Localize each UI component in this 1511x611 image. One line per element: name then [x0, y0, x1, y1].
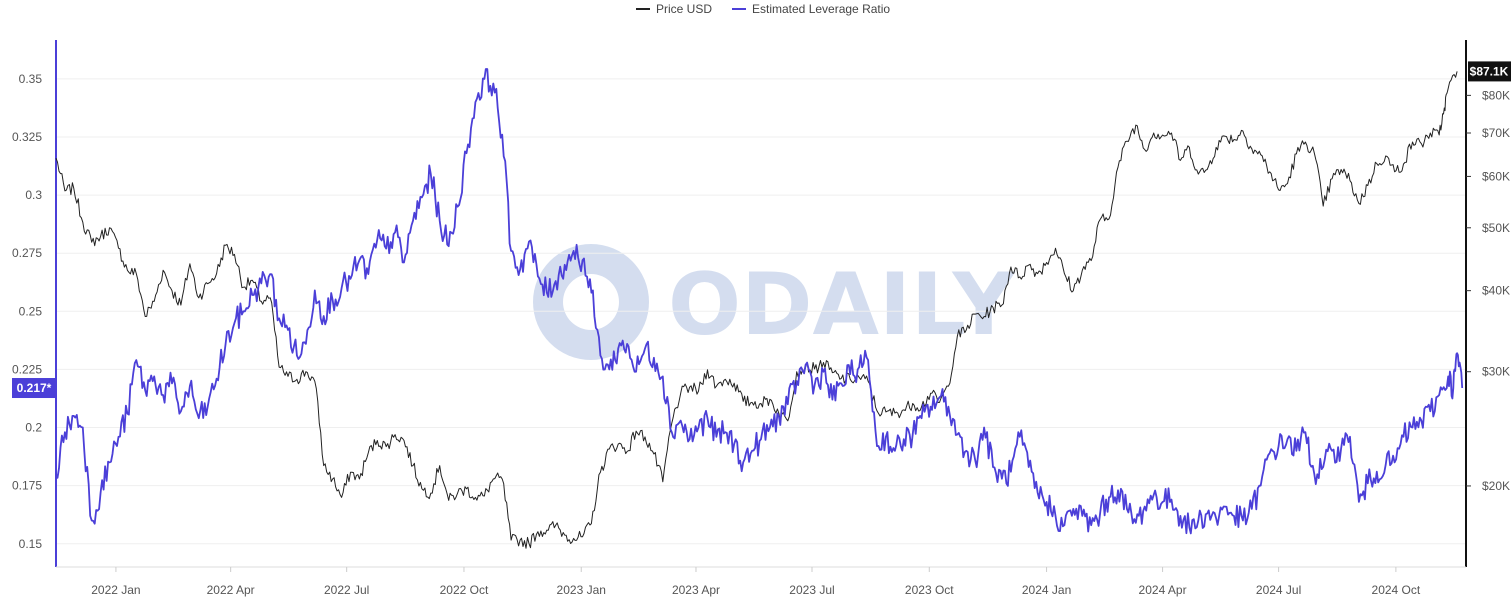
x-tick-label: 2024 Oct	[1372, 583, 1421, 597]
right-tick-label: $20K	[1482, 479, 1510, 493]
left-tick-label: 0.35	[19, 72, 43, 86]
right-tick-label: $30K	[1482, 365, 1510, 379]
price-current-label: $87.1K	[1470, 64, 1509, 78]
leverage-current-label: 0.217*	[17, 381, 52, 395]
legend[interactable]: Price USD Estimated Leverage Ratio	[636, 2, 890, 16]
left-tick-label: 0.325	[12, 130, 42, 144]
price-usd-line	[55, 71, 1458, 549]
grid	[56, 78, 1466, 545]
x-tick-label: 2022 Jan	[91, 583, 140, 597]
right-tick-label: $40K	[1482, 284, 1510, 298]
x-tick-label: 2024 Apr	[1139, 583, 1187, 597]
left-tick-label: 0.2	[25, 421, 42, 435]
right-tick-label: $80K	[1482, 88, 1510, 102]
legend-label: Estimated Leverage Ratio	[752, 2, 890, 16]
x-tick-label: 2023 Oct	[905, 583, 954, 597]
price-current-badge	[1468, 61, 1511, 82]
legend-item-price-usd[interactable]: Price USD	[636, 2, 712, 16]
left-tick-label: 0.15	[19, 537, 43, 551]
x-tick-label: 2024 Jan	[1022, 583, 1071, 597]
series-layer	[55, 68, 1464, 549]
x-axis-ticks: 2022 Jan 2022 Apr 2022 Jul 2022 Oct 2023 Jan…	[91, 567, 1421, 597]
axes	[55, 40, 1467, 568]
leverage-current-badge	[12, 378, 56, 399]
x-tick-label: 2022 Apr	[207, 583, 255, 597]
x-tick-label: 2024 Jul	[1256, 583, 1301, 597]
legend-label: Price USD	[656, 2, 712, 16]
left-axis-ticks: 0.15 0.175 0.2 0.225 0.25 0.275 0.3 0.325 0.35	[12, 72, 42, 551]
right-axis-ticks: $20K $30K $40K $50K $60K $70K $80K	[1466, 88, 1510, 493]
leverage-ratio-line	[55, 68, 1464, 535]
x-tick-label: 2022 Oct	[440, 583, 489, 597]
right-tick-label: $70K	[1482, 126, 1510, 140]
x-tick-label: 2023 Jan	[557, 583, 606, 597]
value-badges: 0.217* $87.1K	[12, 61, 1511, 399]
left-tick-label: 0.3	[25, 188, 42, 202]
left-tick-label: 0.225	[12, 362, 42, 376]
right-tick-label: $50K	[1482, 221, 1510, 235]
left-tick-label: 0.275	[12, 246, 42, 260]
watermark-text: ODAILY	[668, 255, 1016, 355]
legend-item-leverage-ratio[interactable]: Estimated Leverage Ratio	[732, 2, 890, 16]
x-tick-label: 2023 Jul	[789, 583, 834, 597]
left-tick-label: 0.25	[19, 304, 43, 318]
right-tick-label: $60K	[1482, 169, 1510, 183]
odaily-logo-inner-icon	[563, 274, 619, 330]
x-tick-label: 2022 Jul	[324, 583, 369, 597]
x-tick-label: 2023 Apr	[672, 583, 720, 597]
odaily-watermark: ODAILY	[533, 244, 1016, 360]
left-tick-label: 0.175	[12, 479, 42, 493]
